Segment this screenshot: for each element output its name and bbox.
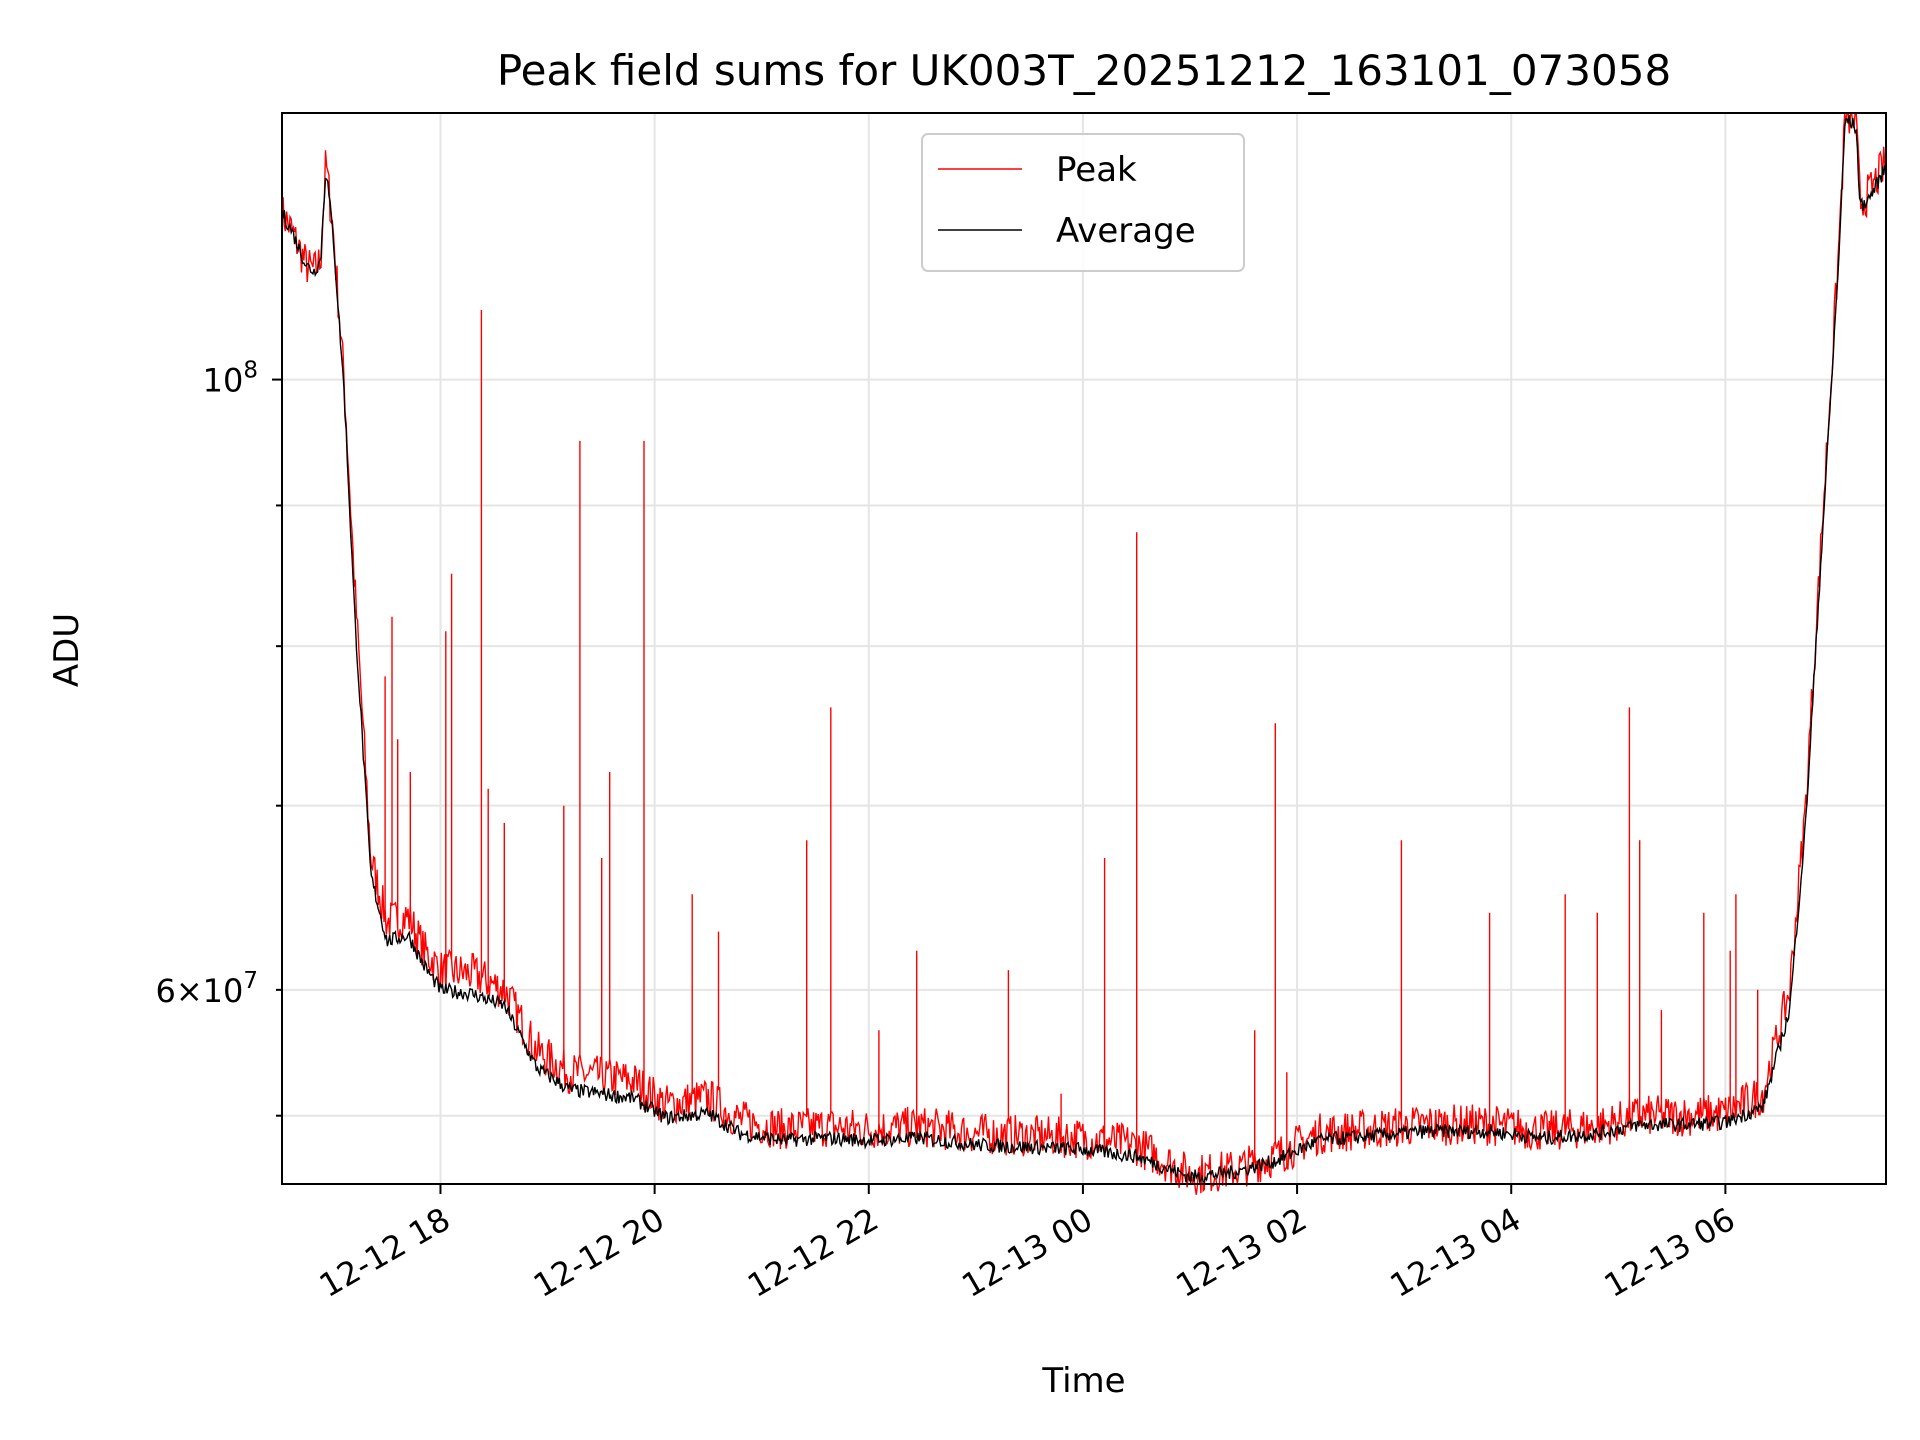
x-axis-label: Time [1041, 1361, 1125, 1401]
peak-series [281, 112, 1887, 1195]
grid [282, 113, 1886, 1184]
average-series [281, 115, 1887, 1184]
y-tick-label: 108 [203, 358, 258, 400]
chart-title: Peak field sums for UK003T_20251212_1631… [497, 46, 1671, 95]
legend-average-label: Average [1056, 211, 1196, 251]
legend: Peak Average [921, 133, 1245, 272]
y-axis: 108 6×107 [155, 358, 282, 1117]
average-line [281, 115, 1887, 1184]
peak-line [281, 112, 1887, 1195]
y-tick-label: 6×107 [155, 968, 258, 1010]
legend-peak-label: Peak [1056, 150, 1137, 190]
y-axis-label: ADU [47, 613, 87, 687]
plot-frame [281, 112, 1887, 1185]
